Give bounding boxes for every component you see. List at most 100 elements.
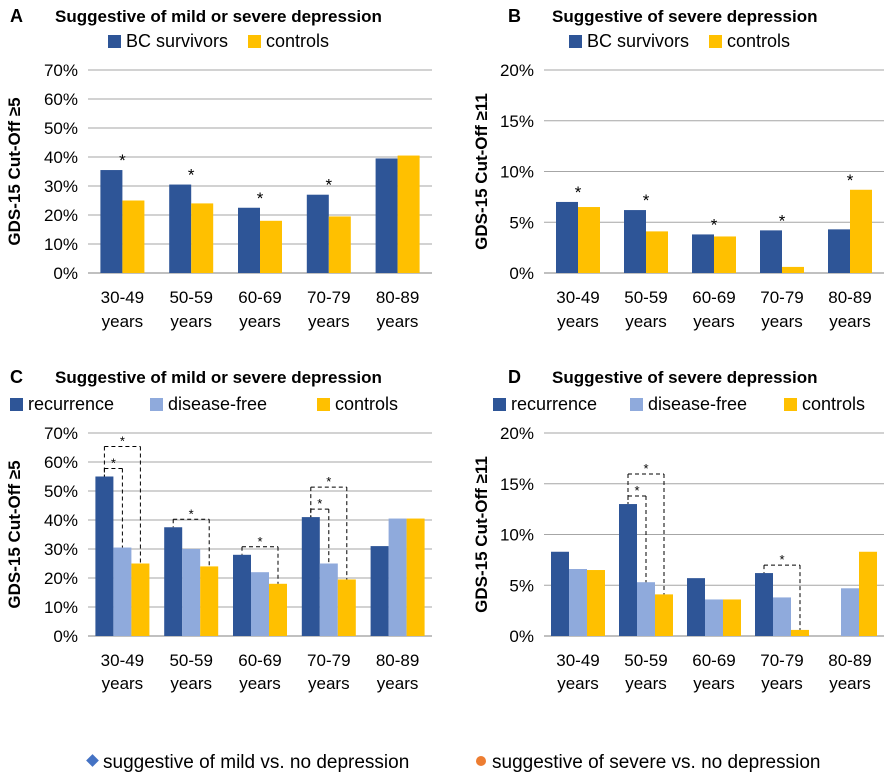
legend-label-bc-survivors: BC survivors	[126, 31, 228, 51]
significance-star: *	[643, 461, 648, 476]
significance-star: *	[257, 534, 262, 549]
significance-star: *	[643, 191, 650, 210]
legend-swatch-controls	[709, 35, 722, 48]
bar-recurrence	[233, 554, 251, 636]
y-tick-label: 60%	[44, 453, 78, 472]
bar-disease-free	[841, 588, 859, 636]
significance-star: *	[847, 171, 854, 190]
bar-controls	[850, 189, 872, 273]
bar-bc-survivors	[760, 230, 782, 273]
legend-label-controls: controls	[802, 394, 865, 414]
significance-star: *	[120, 434, 125, 449]
bar-bc-survivors	[375, 158, 398, 273]
y-tick-label: 20%	[44, 569, 78, 588]
bar-disease-free	[705, 599, 723, 636]
footer-legend-mild: suggestive of mild vs. no depression	[86, 752, 410, 774]
x-tick-label: years	[308, 312, 350, 331]
bar-bc-survivors	[306, 194, 329, 273]
figure-charts: A Suggestive of mild or severe depression…	[5, 6, 884, 693]
x-tick-label: years	[377, 674, 419, 693]
y-tick-label: 0%	[509, 627, 534, 646]
chart-title: Suggestive of mild or severe depression	[55, 7, 382, 26]
y-tick-label: 70%	[44, 424, 78, 443]
bar-bc-survivors	[556, 201, 578, 273]
x-tick-label: 50-59	[169, 651, 212, 670]
chart-title: Suggestive of severe depression	[552, 7, 818, 26]
significance-star: *	[779, 552, 784, 567]
y-tick-label: 40%	[44, 511, 78, 530]
bar-controls	[260, 220, 282, 273]
bar-bc-survivors	[692, 234, 714, 273]
bar-controls	[328, 216, 351, 273]
x-tick-label: 80-89	[376, 651, 419, 670]
y-axis-label: GDS-15 Cut-Off ≥11	[472, 93, 491, 250]
bar-controls	[714, 236, 736, 273]
x-tick-label: years	[239, 312, 281, 331]
y-axis-label: GDS-15 Cut-Off ≥5	[5, 97, 24, 245]
x-tick-label: 30-49	[556, 651, 599, 670]
chart-panel-b: B Suggestive of severe depression BC survi…	[472, 6, 884, 331]
x-tick-label: years	[170, 674, 212, 693]
diamond-icon	[86, 754, 99, 768]
footer-legend-severe-label: suggestive of severe vs. no depression	[492, 752, 821, 773]
panel-letter: B	[508, 6, 521, 26]
x-tick-label: years	[829, 674, 871, 693]
x-tick-label: 60-69	[692, 288, 735, 307]
legend-swatch-controls	[317, 398, 330, 411]
x-tick-label: years	[102, 674, 144, 693]
x-tick-label: 80-89	[828, 651, 871, 670]
bar-controls	[646, 231, 668, 273]
y-tick-label: 10%	[500, 526, 534, 545]
y-tick-label: 20%	[500, 424, 534, 443]
significance-star: *	[634, 483, 639, 498]
legend-swatch-bc-survivors	[569, 35, 582, 48]
chart-panel-c: C Suggestive of mild or severe depression…	[5, 367, 432, 693]
x-tick-label: years	[377, 312, 419, 331]
bar-controls	[337, 579, 356, 636]
x-tick-label: 70-79	[307, 651, 350, 670]
x-tick-label: 70-79	[760, 651, 803, 670]
significance-star: *	[257, 189, 264, 208]
legend-label-controls: controls	[727, 31, 790, 51]
bar-controls	[578, 207, 600, 273]
legend-swatch-controls	[784, 398, 797, 411]
chart-panel-a: A Suggestive of mild or severe depression…	[5, 6, 432, 331]
bar-recurrence	[301, 517, 320, 636]
bar-recurrence	[687, 578, 705, 636]
legend-swatch-recurrence	[493, 398, 506, 411]
x-tick-label: 30-49	[556, 288, 599, 307]
significance-star: *	[326, 474, 331, 489]
significance-star: *	[711, 215, 718, 234]
footer-legend-mild-label: suggestive of mild vs. no depression	[103, 752, 410, 773]
x-tick-label: years	[625, 674, 667, 693]
x-tick-label: 70-79	[760, 288, 803, 307]
bar-controls	[131, 563, 150, 636]
bar-controls	[406, 518, 425, 636]
bar-recurrence	[755, 573, 773, 636]
x-tick-label: years	[557, 674, 599, 693]
y-tick-label: 0%	[509, 264, 534, 283]
y-tick-label: 30%	[44, 540, 78, 559]
x-tick-label: 30-49	[101, 651, 144, 670]
legend-label-disease-free: disease-free	[168, 394, 267, 414]
bar-controls	[655, 594, 673, 636]
x-tick-label: 60-69	[238, 288, 281, 307]
bar-disease-free	[388, 518, 407, 636]
x-tick-label: 80-89	[828, 288, 871, 307]
bar-bc-survivors	[100, 170, 123, 273]
chart-title: Suggestive of mild or severe depression	[55, 368, 382, 387]
bar-controls	[269, 583, 287, 636]
significance-star: *	[575, 183, 582, 202]
bar-recurrence	[370, 546, 389, 636]
panel-letter: A	[10, 6, 23, 26]
legend-label-bc-survivors: BC survivors	[587, 31, 689, 51]
x-tick-label: 50-59	[624, 288, 667, 307]
bar-disease-free	[637, 582, 655, 636]
y-tick-label: 5%	[509, 576, 534, 595]
legend-label-recurrence: recurrence	[511, 394, 597, 414]
footer-legend-severe: suggestive of severe vs. no depression	[476, 752, 820, 774]
bar-controls	[782, 266, 804, 273]
bar-controls	[791, 629, 809, 636]
y-tick-label: 60%	[44, 90, 78, 109]
y-tick-label: 50%	[44, 119, 78, 138]
